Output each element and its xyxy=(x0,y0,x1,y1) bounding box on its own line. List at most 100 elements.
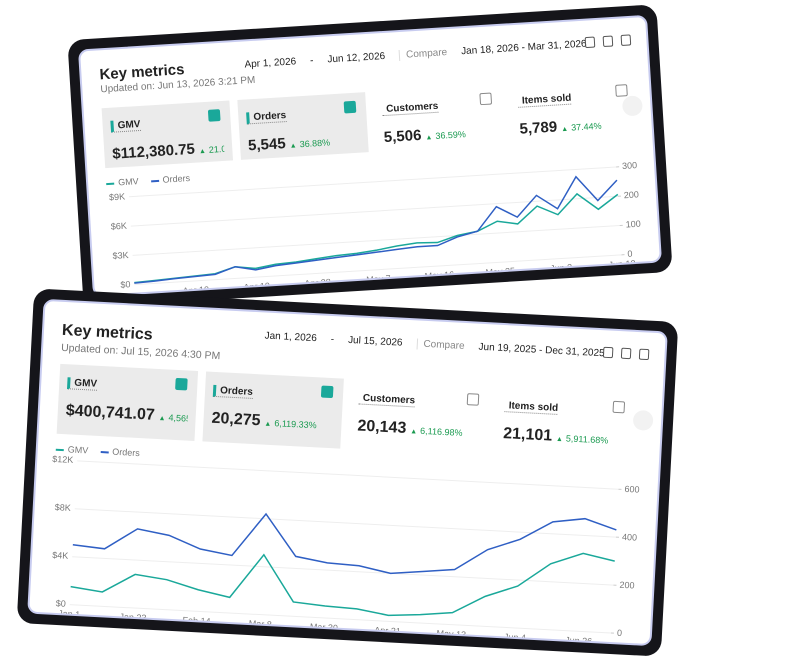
range-separator: - xyxy=(330,333,335,346)
icon-button[interactable] xyxy=(602,346,614,359)
metric-label: Customers xyxy=(358,392,416,408)
metric-card[interactable]: GMV $112,380.7521.09% xyxy=(101,100,234,169)
metric-change: 21.09% xyxy=(199,143,225,155)
metric-checkbox[interactable] xyxy=(343,100,357,114)
y2-tick-label: 200 xyxy=(624,189,640,200)
metric-row: $400,741.074,565.3 xyxy=(65,402,188,426)
icon-button[interactable] xyxy=(584,36,596,49)
legend-item[interactable]: GMV xyxy=(106,176,139,188)
metric-card[interactable]: Customers 5,50636.59% xyxy=(373,84,504,152)
grid-line xyxy=(72,556,614,586)
metric-checkbox[interactable] xyxy=(612,400,626,414)
series-line xyxy=(134,192,619,284)
grid-line xyxy=(77,460,619,490)
legend-item[interactable]: Orders xyxy=(150,173,190,185)
title: Key metrics xyxy=(61,321,154,344)
compare-range: Jun 19, 2025 - Dec 31, 2025 xyxy=(478,341,605,360)
x-tick-label: May 7 xyxy=(366,273,391,284)
metric-card[interactable]: Orders 5,54536.88% xyxy=(237,92,369,160)
date-range[interactable]: Jan 1, 2026- Jul 15, 2026 Compare Jun 19, 2… xyxy=(264,330,605,359)
compare: Compare xyxy=(416,338,465,352)
x-tick-label: Feb 14 xyxy=(182,615,211,626)
toolbar-icons xyxy=(584,34,632,49)
metric-row: 20,1436,116.98% xyxy=(357,417,480,441)
metric-label: Customers xyxy=(381,100,439,117)
x-tick-label: Jun 4 xyxy=(504,632,527,643)
icon-button[interactable] xyxy=(602,35,614,47)
toolbar-icons xyxy=(602,346,650,361)
next-button[interactable] xyxy=(632,409,654,431)
x-tick-label: Apr 19 xyxy=(243,281,270,293)
metric-change: 37.44% xyxy=(561,121,602,133)
metric-row: GMV $400,741.074,565.3 Orders 20,2756,119.3… xyxy=(56,363,636,464)
metric-label: Orders xyxy=(212,384,254,399)
metric-card[interactable]: Customers 20,1436,116.98% xyxy=(348,379,489,456)
icon-button[interactable] xyxy=(620,34,632,46)
metric-row: $112,380.7521.09% xyxy=(112,139,225,164)
card-frame: Key metrics Updated on: Jun 13, 2026 3:21… xyxy=(67,4,673,308)
metric-change: 36.59% xyxy=(425,129,466,141)
date-start: Jan 1, 2026 xyxy=(264,330,318,345)
x-tick-label: Mar 30 xyxy=(310,622,339,633)
grid-line xyxy=(130,195,618,227)
metric-value: $112,380.75 xyxy=(111,140,196,163)
metric-row: 5,50636.59% xyxy=(383,122,496,147)
y-tick-label: $9K xyxy=(109,191,126,202)
y2-tick-label: 400 xyxy=(622,532,638,543)
metric-card[interactable]: Items sold 5,78937.44% xyxy=(509,76,640,144)
metric-checkbox[interactable] xyxy=(320,385,334,399)
metric-change: 5,911.68% xyxy=(556,433,609,446)
grid-line xyxy=(69,604,611,634)
y2-tick-label: 300 xyxy=(622,160,638,171)
metric-checkbox[interactable] xyxy=(479,92,493,106)
metric-checkbox[interactable] xyxy=(207,109,221,122)
metric-checkbox[interactable] xyxy=(615,84,628,97)
updated-time: Updated on: Jul 15, 2026 4:30 PM xyxy=(60,341,221,363)
x-tick-label: May 16 xyxy=(424,269,454,281)
metric-checkbox[interactable] xyxy=(466,393,480,406)
legend-label: GMV xyxy=(117,176,139,188)
compare-range: Jan 18, 2026 - Mar 31, 2026 xyxy=(460,38,587,58)
x-tick-label: Apr 21 xyxy=(374,625,401,636)
metric-label: Orders xyxy=(246,110,287,125)
metric-value: $400,741.07 xyxy=(65,402,156,424)
y2-tick-label: 0 xyxy=(617,628,623,638)
legend-swatch xyxy=(150,179,159,183)
card: Key metrics Updated on: Jun 13, 2026 3:21… xyxy=(77,14,663,298)
y-tick-label: $3K xyxy=(112,250,129,261)
metric-label: Items sold xyxy=(504,400,559,415)
grid-line xyxy=(129,166,617,198)
y-tick-label: $6K xyxy=(111,221,128,232)
metric-card[interactable]: Orders 20,2756,119.33% xyxy=(202,371,344,449)
card-frame: Key metrics Updated on: Jul 15, 2026 4:30… xyxy=(16,288,679,657)
metric-card[interactable]: GMV $400,741.074,565.3 xyxy=(56,363,199,441)
compare-label: Compare xyxy=(423,338,465,352)
icon-button[interactable] xyxy=(638,348,650,361)
x-tick-label: Mar 8 xyxy=(248,618,272,629)
x-tick-label: Jan 23 xyxy=(119,612,147,623)
legend-swatch xyxy=(55,448,64,451)
next-button[interactable] xyxy=(621,95,644,117)
line-chart: $0 $4K $8K $12K 0 200 400 600 Jan 1 Jan 23 Feb 14 M… xyxy=(52,454,640,646)
date-range[interactable]: Apr 1, 2026- Jun 12, 2026 Compare Jan 18, 2… xyxy=(244,39,587,71)
y2-tick-label: 200 xyxy=(619,580,635,591)
metric-checkbox[interactable] xyxy=(175,377,188,391)
y-tick-label: $0 xyxy=(55,598,66,609)
metric-value: 5,506 xyxy=(383,126,422,147)
x-tick-label: Jun 3 xyxy=(550,262,573,273)
metric-change: 36.88% xyxy=(289,137,330,149)
metric-value: 21,101 xyxy=(502,425,553,445)
date-end: Jul 15, 2026 xyxy=(347,334,403,349)
metric-value: 5,789 xyxy=(519,118,558,138)
card: Key metrics Updated on: Jul 15, 2026 4:30… xyxy=(27,298,668,647)
y-tick-label: $4K xyxy=(52,550,69,561)
compare: Compare xyxy=(398,47,448,62)
grid-line xyxy=(134,254,622,286)
x-tick-label: Jan 1 xyxy=(58,608,81,619)
metric-value: 20,143 xyxy=(357,417,407,438)
icon-button[interactable] xyxy=(620,347,632,360)
series-line xyxy=(70,552,615,617)
metric-label: Items sold xyxy=(517,92,572,108)
metric-card[interactable]: Items sold 21,1015,911.68% xyxy=(494,387,635,464)
metric-row: 5,78937.44% xyxy=(519,114,632,139)
